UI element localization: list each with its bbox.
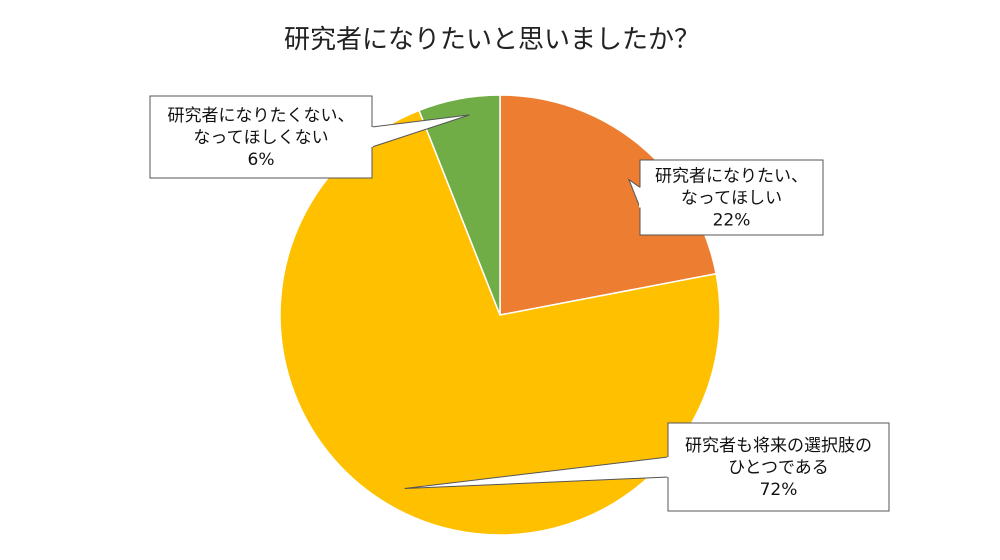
chart-title: 研究者になりたいと思いましたか？: [284, 25, 700, 55]
slice-value-label: 72%: [760, 480, 798, 500]
slice-value-label: 6%: [248, 150, 275, 170]
pie-slices: [279, 94, 721, 536]
pie-slice: [279, 109, 721, 536]
slice-value-label: 22%: [713, 211, 751, 231]
pie-slice: [499, 94, 717, 316]
slice-label: なってほしくない: [193, 128, 328, 148]
pie-callouts: 研究者になりたい、なってほしい22%研究者も将来の選択肢のひとつである72%研究…: [149, 95, 890, 512]
slice-label: 研究者になりたい、: [655, 167, 808, 187]
slice-label: ひとつである: [728, 458, 829, 478]
slice-label: 研究者も将来の選択肢の: [685, 436, 872, 456]
callout-box: [149, 95, 373, 179]
slice-label: なってほしい: [681, 189, 782, 209]
pie-slice: [418, 94, 501, 316]
slice-label: 研究者になりたくない、: [168, 106, 355, 126]
